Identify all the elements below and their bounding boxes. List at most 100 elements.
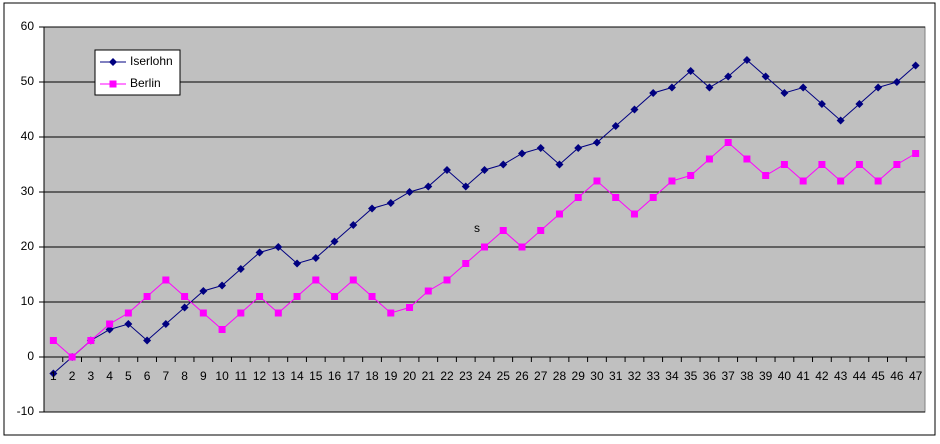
marker bbox=[855, 161, 863, 168]
marker bbox=[799, 177, 807, 185]
y-tick-label: 40 bbox=[21, 129, 35, 143]
marker bbox=[686, 67, 695, 75]
x-tick-label: 34 bbox=[665, 369, 679, 383]
x-tick-label: 13 bbox=[272, 369, 286, 383]
marker bbox=[124, 320, 133, 328]
marker bbox=[349, 276, 357, 284]
legend-label: Berlin bbox=[130, 76, 161, 90]
x-tick-label: 18 bbox=[365, 369, 379, 383]
marker bbox=[518, 243, 526, 251]
marker bbox=[630, 210, 638, 218]
marker bbox=[218, 281, 227, 290]
marker bbox=[481, 243, 488, 251]
y-tick-label: 0 bbox=[27, 349, 34, 363]
marker bbox=[256, 293, 264, 300]
marker bbox=[668, 177, 676, 185]
x-tick-label: 7 bbox=[162, 369, 169, 383]
marker bbox=[818, 161, 826, 168]
marker bbox=[109, 58, 117, 66]
marker bbox=[349, 221, 358, 229]
marker bbox=[611, 122, 620, 130]
marker bbox=[124, 309, 132, 317]
marker bbox=[443, 276, 451, 284]
x-tick-label: 32 bbox=[628, 369, 642, 383]
marker bbox=[743, 155, 751, 163]
marker bbox=[593, 177, 601, 185]
marker bbox=[218, 326, 226, 333]
marker bbox=[780, 89, 789, 97]
marker bbox=[274, 309, 282, 317]
marker bbox=[106, 320, 114, 328]
marker bbox=[499, 227, 507, 234]
marker bbox=[274, 243, 283, 251]
x-tick-label: 15 bbox=[309, 369, 323, 383]
marker bbox=[424, 182, 433, 191]
x-tick-label: 46 bbox=[890, 369, 904, 383]
legend-label: Iserlohn bbox=[130, 54, 173, 68]
marker bbox=[649, 89, 658, 97]
marker bbox=[612, 194, 620, 201]
x-tick-label: 12 bbox=[253, 369, 267, 383]
marker bbox=[405, 188, 414, 196]
marker bbox=[742, 56, 751, 64]
x-tick-label: 25 bbox=[497, 369, 511, 383]
marker bbox=[368, 204, 377, 213]
marker bbox=[799, 83, 808, 92]
marker bbox=[109, 80, 117, 88]
y-tick-label: 10 bbox=[21, 294, 35, 308]
marker bbox=[368, 293, 376, 300]
x-tick-label: 35 bbox=[684, 369, 698, 383]
legend-box bbox=[94, 49, 181, 96]
x-tick-label: 38 bbox=[740, 369, 754, 383]
marker bbox=[761, 72, 770, 81]
marker bbox=[406, 304, 414, 311]
marker bbox=[293, 293, 301, 300]
x-tick-label: 4 bbox=[106, 369, 113, 383]
marker bbox=[461, 182, 470, 191]
marker bbox=[836, 116, 845, 125]
x-tick-label: 27 bbox=[534, 369, 548, 383]
marker bbox=[330, 237, 339, 246]
x-tick-label: 23 bbox=[459, 369, 473, 383]
marker bbox=[236, 265, 245, 273]
marker bbox=[649, 194, 657, 201]
x-tick-label: 6 bbox=[144, 369, 151, 383]
x-tick-label: 5 bbox=[125, 369, 132, 383]
x-tick-label: 39 bbox=[759, 369, 773, 383]
x-tick-label: 37 bbox=[722, 369, 736, 383]
marker bbox=[499, 160, 508, 169]
marker bbox=[386, 199, 395, 207]
marker bbox=[574, 144, 583, 152]
marker bbox=[143, 336, 152, 345]
marker bbox=[555, 210, 563, 218]
marker bbox=[893, 161, 901, 168]
marker bbox=[199, 309, 207, 317]
marker bbox=[331, 293, 339, 300]
marker bbox=[874, 177, 882, 185]
x-tick-label: 40 bbox=[778, 369, 792, 383]
marker bbox=[555, 160, 564, 169]
marker bbox=[724, 139, 732, 146]
x-tick-label: 31 bbox=[609, 369, 623, 383]
marker bbox=[462, 260, 470, 267]
y-tick-label: 30 bbox=[21, 184, 35, 198]
x-tick-label: 33 bbox=[647, 369, 661, 383]
y-tick-label: 20 bbox=[21, 239, 35, 253]
marker bbox=[705, 155, 713, 163]
marker bbox=[424, 287, 432, 295]
x-tick-label: 44 bbox=[853, 369, 867, 383]
x-tick-label: 1 bbox=[50, 369, 57, 383]
marker bbox=[687, 172, 695, 179]
marker bbox=[855, 100, 864, 108]
marker bbox=[874, 83, 883, 92]
marker bbox=[387, 309, 395, 317]
x-tick-label: 10 bbox=[215, 369, 229, 383]
marker bbox=[49, 337, 57, 344]
x-tick-label: 47 bbox=[909, 369, 923, 383]
marker bbox=[312, 276, 320, 284]
marker bbox=[762, 172, 770, 179]
marker bbox=[199, 287, 208, 295]
x-tick-label: 11 bbox=[235, 369, 248, 383]
marker bbox=[574, 194, 582, 201]
